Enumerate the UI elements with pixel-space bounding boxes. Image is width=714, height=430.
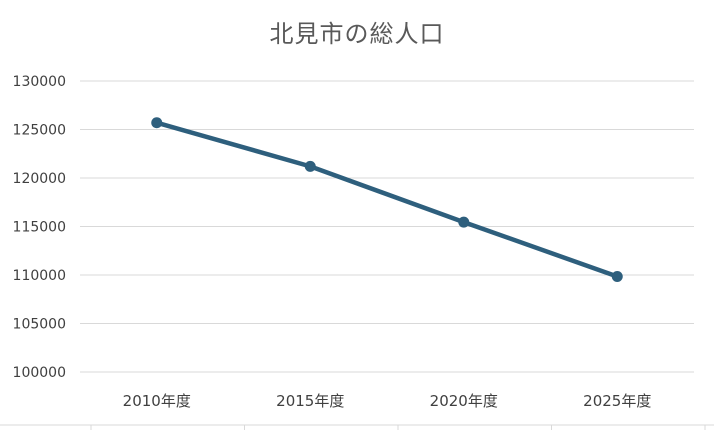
x-tick-label: 2025年度 [583, 392, 651, 410]
y-tick-label: 120000 [13, 171, 66, 187]
chart-title: 北見市の総人口 [269, 20, 445, 48]
y-tick-label: 110000 [13, 268, 66, 284]
y-tick-label: 125000 [13, 123, 66, 139]
data-point [611, 270, 623, 282]
data-point [151, 117, 163, 129]
y-tick-label: 130000 [13, 74, 66, 90]
data-point [458, 216, 470, 228]
x-tick-label: 2010年度 [123, 392, 191, 410]
y-tick-label: 115000 [13, 220, 66, 236]
series-line [154, 120, 620, 279]
y-tick-label: 105000 [13, 317, 66, 333]
y-tick-label: 100000 [13, 365, 66, 381]
x-tick-label: 2015年度 [276, 392, 344, 410]
x-tick-label: 2020年度 [430, 392, 498, 410]
data-point [304, 160, 316, 172]
